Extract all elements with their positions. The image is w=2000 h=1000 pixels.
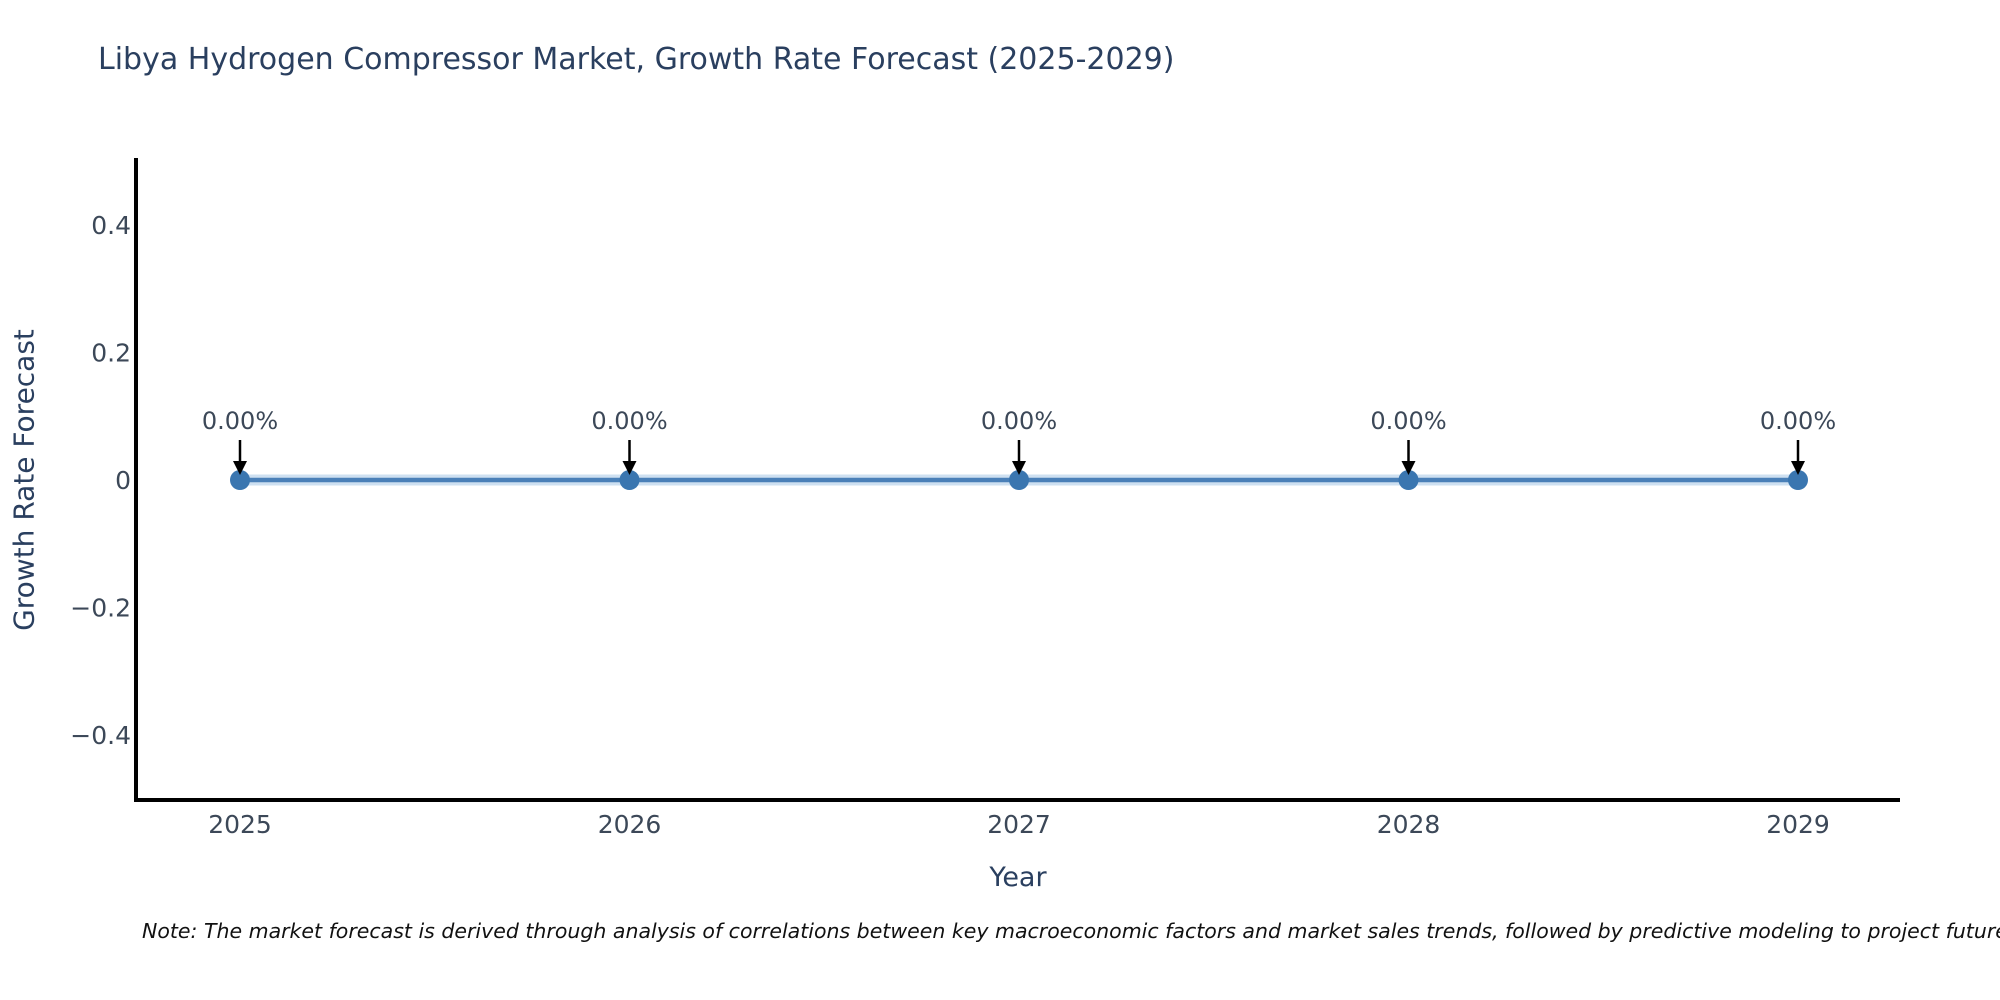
x-axis-title: Year xyxy=(989,862,1047,893)
point-annotation-label: 0.00% xyxy=(1370,407,1446,435)
point-annotation-label: 0.00% xyxy=(1760,407,1836,435)
y-tick-label: 0 xyxy=(115,466,131,495)
x-tick-label: 2025 xyxy=(208,810,272,839)
annotation-arrow-head xyxy=(233,461,247,475)
annotation-arrow-head xyxy=(1012,461,1026,475)
annotation-arrow-head xyxy=(1401,461,1416,475)
annotation-arrow-head xyxy=(1791,461,1805,475)
data-point-marker xyxy=(1009,470,1029,490)
y-tick-label: −0.2 xyxy=(70,594,131,623)
x-tick-label: 2026 xyxy=(598,810,662,839)
data-point-marker xyxy=(230,470,250,490)
data-point-marker xyxy=(619,470,640,490)
x-tick-label: 2028 xyxy=(1377,810,1441,839)
point-annotation-label: 0.00% xyxy=(981,407,1057,435)
point-annotation-label: 0.00% xyxy=(591,407,667,435)
y-tick-label: 0.4 xyxy=(91,211,131,240)
annotation-arrow-head xyxy=(622,461,637,475)
y-tick-label: −0.4 xyxy=(70,721,131,750)
y-tick-label: 0.2 xyxy=(91,339,131,368)
point-annotation-label: 0.00% xyxy=(202,407,278,435)
data-point-marker xyxy=(1788,470,1808,490)
data-point-marker xyxy=(1398,470,1419,490)
x-tick-label: 2029 xyxy=(1766,810,1830,839)
chart-title: Libya Hydrogen Compressor Market, Growth… xyxy=(98,42,1175,77)
x-tick-label: 2027 xyxy=(987,810,1051,839)
footnote: Note: The market forecast is derived thr… xyxy=(142,919,2000,943)
